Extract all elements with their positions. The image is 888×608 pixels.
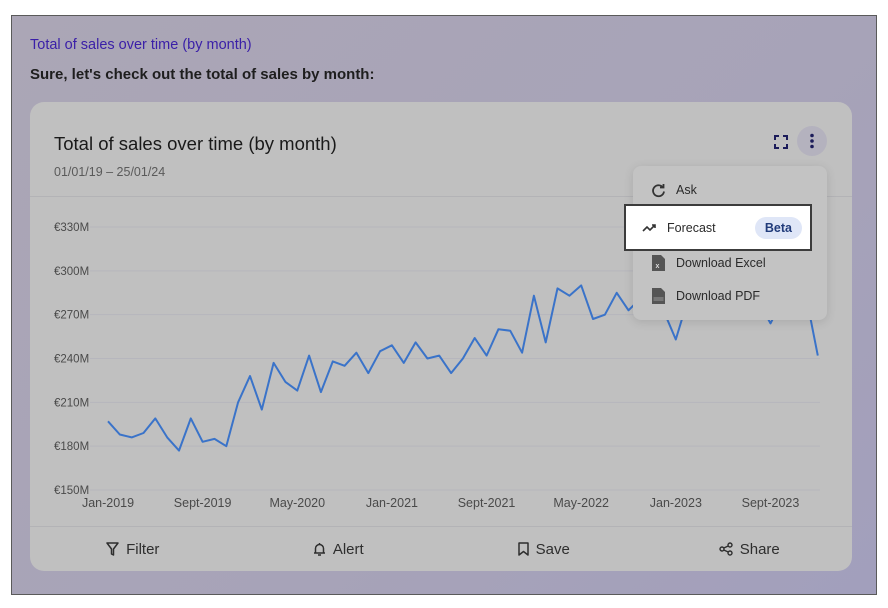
x-tick-label: May-2020 <box>269 496 325 510</box>
menu-item-download-pdf-label: Download PDF <box>676 289 761 303</box>
more-options-button[interactable] <box>797 126 827 156</box>
chat-query-title[interactable]: Total of sales over time (by month) <box>30 37 252 53</box>
filter-icon <box>106 542 119 556</box>
bell-icon <box>313 542 325 556</box>
pdf-file-icon <box>650 288 666 304</box>
y-tick-label: €210M <box>54 397 89 409</box>
y-tick-label: €180M <box>54 441 89 453</box>
menu-item-forecast[interactable]: Forecast Beta <box>624 204 812 251</box>
menu-item-download-excel-label: Download Excel <box>676 256 766 270</box>
alert-label: Alert <box>332 540 364 558</box>
x-tick-label: Sept-2019 <box>174 496 232 510</box>
expand-button[interactable] <box>770 131 792 153</box>
chart-card-title: Total of sales over time (by month) <box>54 133 337 154</box>
y-tick-label: €270M <box>54 310 89 322</box>
x-tick-label: Sept-2021 <box>458 496 516 510</box>
menu-item-ask-label: Ask <box>676 183 697 197</box>
excel-file-icon: x <box>650 255 666 271</box>
bookmark-icon <box>517 542 529 556</box>
trending-up-icon <box>641 220 657 236</box>
menu-item-forecast-label: Forecast <box>667 220 716 235</box>
card-footer-divider <box>30 526 852 527</box>
share-icon <box>719 542 733 556</box>
alert-button[interactable]: Alert <box>236 527 442 571</box>
chart-date-range: 01/01/19 – 25/01/24 <box>54 165 166 179</box>
card-header-divider <box>30 196 852 197</box>
share-label: Share <box>739 540 780 558</box>
x-tick-label: Jan-2021 <box>366 496 418 510</box>
y-tick-label: €300M <box>54 266 89 278</box>
chat-intro-text: Sure, let's check out the total of sales… <box>30 66 375 83</box>
more-vertical-icon <box>810 133 814 149</box>
svg-text:x: x <box>655 263 659 270</box>
y-tick-label: €330M <box>54 222 89 234</box>
x-tick-label: Jan-2019 <box>82 496 134 510</box>
save-label: Save <box>535 540 570 558</box>
card-footer-actions: Filter Alert Save Share <box>30 527 852 571</box>
menu-item-download-pdf[interactable]: Download PDF <box>633 279 827 313</box>
x-tick-label: May-2022 <box>553 496 609 510</box>
share-button[interactable]: Share <box>647 527 853 571</box>
beta-badge: Beta <box>754 216 802 239</box>
y-tick-label: €240M <box>54 354 89 366</box>
chart-options-menu: Ask Forecast Beta x Download Excel Downl… <box>624 166 827 320</box>
menu-item-ask[interactable]: Ask <box>633 173 827 207</box>
filter-label: Filter <box>126 540 160 558</box>
filter-button[interactable]: Filter <box>30 527 236 571</box>
y-tick-label: €150M <box>54 485 89 497</box>
refresh-icon <box>650 182 666 198</box>
save-button[interactable]: Save <box>441 527 647 571</box>
menu-item-download-excel[interactable]: x Download Excel <box>633 246 827 280</box>
x-tick-label: Jan-2023 <box>650 496 702 510</box>
x-tick-label: Sept-2023 <box>742 496 800 510</box>
expand-icon <box>774 135 788 149</box>
